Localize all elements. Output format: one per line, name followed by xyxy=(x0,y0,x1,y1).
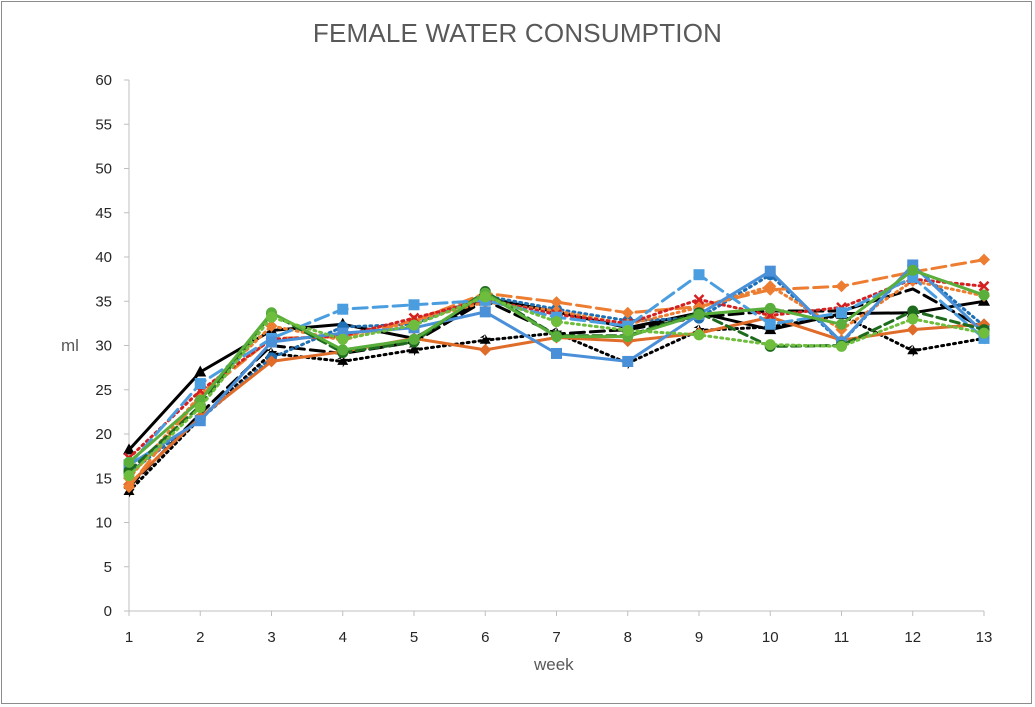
y-tick-label: 30 xyxy=(95,338,112,355)
y-tick-label: 35 xyxy=(95,293,112,310)
y-tick-label: 15 xyxy=(95,470,112,487)
data-point xyxy=(978,253,990,266)
data-point xyxy=(764,280,777,293)
x-axis-title: week xyxy=(534,655,574,674)
data-point xyxy=(693,294,705,305)
data-point xyxy=(551,316,562,328)
x-tick-label: 9 xyxy=(695,629,703,646)
data-point xyxy=(337,327,349,339)
x-tick-label: 7 xyxy=(552,629,560,646)
x-tick-label: 3 xyxy=(267,629,275,646)
x-tick-label: 4 xyxy=(339,629,347,646)
x-tick-label: 12 xyxy=(904,629,921,646)
data-point xyxy=(337,355,349,368)
y-tick-label: 60 xyxy=(95,72,112,89)
y-tick-label: 20 xyxy=(95,426,112,443)
data-point xyxy=(622,324,634,336)
data-point xyxy=(978,327,990,339)
data-point xyxy=(479,306,491,318)
y-tick-label: 10 xyxy=(95,515,112,532)
data-point xyxy=(621,306,634,319)
data-point xyxy=(836,340,847,352)
data-point xyxy=(266,336,277,348)
x-tick-label: 5 xyxy=(410,629,418,646)
data-point xyxy=(408,343,420,356)
data-point xyxy=(194,365,207,377)
data-point xyxy=(978,280,990,292)
data-point xyxy=(836,318,847,330)
data-point xyxy=(265,355,278,368)
data-point xyxy=(907,344,919,357)
data-point xyxy=(265,320,278,333)
data-point xyxy=(123,456,135,468)
data-point xyxy=(479,291,491,303)
data-point xyxy=(693,329,705,341)
x-tick-label: 13 xyxy=(976,629,993,646)
data-point xyxy=(266,311,277,323)
data-point xyxy=(693,309,705,321)
data-point xyxy=(836,307,847,319)
y-tick-label: 0 xyxy=(104,603,112,620)
y-tick-label: 55 xyxy=(95,116,112,133)
data-point xyxy=(764,339,776,351)
data-point xyxy=(907,313,919,325)
data-point xyxy=(123,470,135,482)
data-point xyxy=(978,289,990,301)
data-point xyxy=(408,319,420,331)
y-tick-label: 40 xyxy=(95,249,112,266)
x-tick-label: 1 xyxy=(125,629,133,646)
data-point xyxy=(693,269,705,281)
data-point xyxy=(337,333,349,345)
y-axis-title: ml xyxy=(61,336,79,355)
data-point xyxy=(550,296,563,309)
data-point xyxy=(764,302,776,314)
data-point xyxy=(622,355,634,367)
data-point xyxy=(551,347,562,359)
data-point xyxy=(835,280,848,293)
chart-title: FEMALE WATER CONSUMPTION xyxy=(312,18,723,48)
data-point xyxy=(764,318,776,330)
data-point xyxy=(194,378,206,390)
data-point xyxy=(551,331,562,343)
data-point xyxy=(337,303,349,315)
data-point xyxy=(479,343,492,356)
y-tick-label: 5 xyxy=(104,559,112,576)
data-point xyxy=(408,299,420,311)
data-point xyxy=(408,333,420,345)
data-point xyxy=(337,344,349,356)
x-tick-label: 8 xyxy=(624,629,632,646)
data-point xyxy=(906,323,919,336)
y-tick-label: 45 xyxy=(95,205,112,222)
y-tick-label: 50 xyxy=(95,161,112,178)
data-point xyxy=(764,265,776,277)
x-tick-label: 2 xyxy=(196,629,204,646)
y-tick-label: 25 xyxy=(95,382,112,399)
x-tick-label: 11 xyxy=(834,629,850,646)
data-point xyxy=(194,415,206,427)
data-point xyxy=(123,443,135,455)
data-point xyxy=(123,481,135,494)
x-tick-label: 6 xyxy=(481,629,489,646)
data-point xyxy=(907,305,919,317)
data-point xyxy=(479,334,491,347)
x-tick-label: 10 xyxy=(762,629,779,646)
data-point xyxy=(907,271,919,283)
data-point xyxy=(907,264,919,276)
data-point xyxy=(194,401,206,413)
